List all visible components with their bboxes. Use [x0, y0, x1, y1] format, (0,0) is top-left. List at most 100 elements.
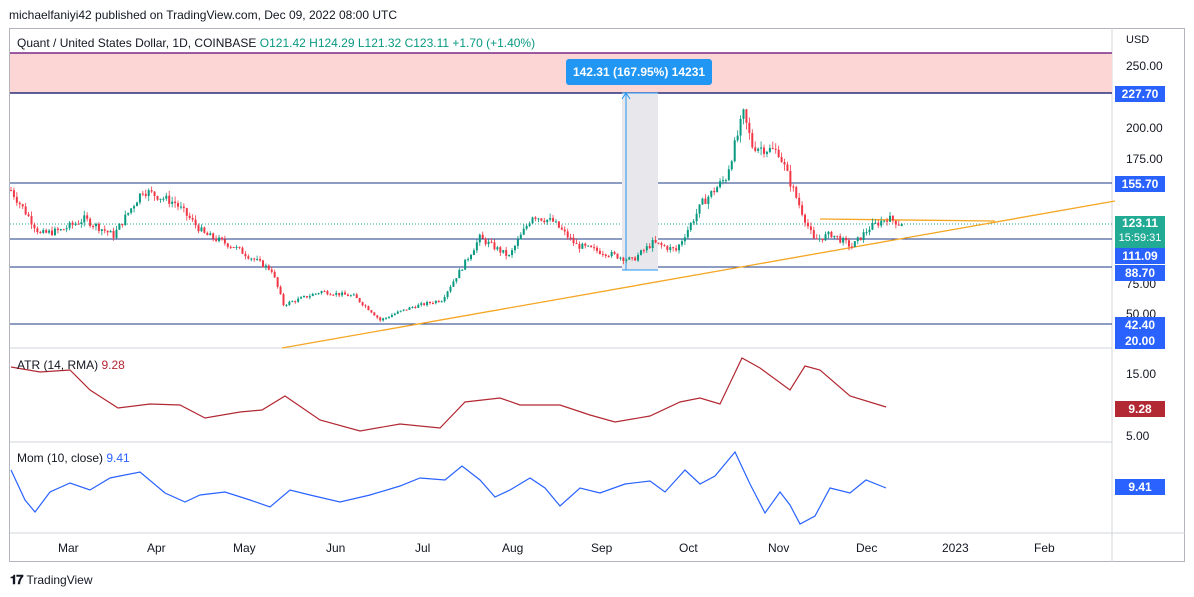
candle-body — [540, 218, 543, 221]
ohlc-values: O121.42 H124.29 L121.32 C123.11 +1.70 (+… — [259, 36, 536, 50]
candle-body — [768, 147, 771, 152]
candle-body — [519, 234, 522, 240]
candle-body — [300, 297, 303, 299]
candle-body — [660, 243, 663, 246]
candle-body — [757, 148, 760, 151]
candle-body — [232, 247, 235, 249]
atr-tick-15: 15.00 — [1126, 367, 1157, 381]
candle-body — [367, 306, 370, 311]
tradingview-logo[interactable]: 𝟏𝟕 TradingView — [10, 572, 93, 588]
candle-body — [133, 206, 136, 209]
atr-legend[interactable]: ATR (14, RMA) 9.28 — [17, 358, 125, 372]
candle-body — [704, 198, 707, 204]
candle-body — [590, 245, 593, 248]
candle-body — [601, 253, 604, 255]
candle-body — [106, 230, 109, 233]
candle-body — [402, 309, 405, 311]
candle-body — [247, 256, 250, 259]
time-label-nov: Nov — [768, 541, 790, 555]
candle-body — [525, 225, 528, 229]
candle-body — [739, 118, 742, 136]
candle-body — [745, 109, 748, 123]
candle-body — [335, 292, 338, 295]
candle-body — [177, 203, 180, 207]
candle-body — [698, 204, 701, 214]
candle-body — [546, 219, 549, 223]
candle-body — [833, 235, 836, 238]
candle-body — [774, 148, 777, 150]
candle-body — [182, 206, 185, 209]
candle-body — [622, 257, 625, 261]
candle-body — [475, 242, 478, 251]
candle-body — [238, 246, 241, 248]
candle-body — [856, 237, 859, 242]
candle-body — [499, 247, 502, 253]
candle-body — [341, 292, 344, 296]
candle-body — [513, 245, 516, 251]
candle-body — [516, 239, 519, 246]
candle-body — [267, 265, 270, 270]
candle-body — [311, 293, 314, 297]
price-tick-260: 260.00 — [1126, 46, 1163, 60]
mom-legend[interactable]: Mom (10, close) 9.41 — [17, 451, 130, 465]
candle-body — [634, 257, 637, 261]
candle-body — [900, 224, 903, 227]
candle-body — [581, 243, 584, 249]
candle-body — [557, 221, 560, 228]
candle-body — [528, 223, 531, 226]
candle-body — [53, 228, 56, 236]
candle-body — [80, 222, 83, 225]
candle-body — [789, 170, 792, 187]
candle-body — [554, 221, 557, 223]
candle-body — [786, 164, 789, 171]
atr-tick-5: 5.00 — [1126, 429, 1150, 443]
candle-body — [194, 219, 197, 226]
candle-body — [36, 228, 39, 233]
candle-body — [464, 259, 467, 270]
mom-label: Mom (10, close) — [17, 451, 104, 465]
symbol-legend[interactable]: Quant / United States Dollar, 1D, COINBA… — [17, 36, 535, 50]
candle-body — [771, 147, 774, 149]
candle-body — [440, 301, 443, 303]
candle-body — [431, 302, 434, 304]
candle-body — [83, 215, 86, 223]
candle-body — [613, 252, 616, 254]
candle-body — [259, 258, 262, 261]
candle-body — [291, 301, 294, 303]
atr-label: ATR (14, RMA) — [17, 358, 99, 372]
candle-body — [458, 270, 461, 279]
candle-body — [385, 317, 388, 319]
candle-body — [74, 223, 77, 225]
candle-body — [716, 187, 719, 193]
candle-body — [795, 187, 798, 198]
price-tick-250: 250.00 — [1126, 59, 1163, 73]
candle-body — [276, 277, 279, 287]
currency-label[interactable]: USD — [1126, 34, 1150, 46]
candle-body — [358, 298, 361, 303]
candle-body — [346, 294, 349, 297]
candle-body — [508, 255, 511, 257]
candle-body — [713, 190, 716, 193]
candle-body — [159, 198, 162, 200]
candle-body — [616, 253, 619, 259]
candle-body — [109, 230, 112, 233]
candle-body — [352, 294, 355, 296]
candle-body — [191, 218, 194, 220]
candle-body — [897, 224, 900, 226]
candle-body — [733, 140, 736, 162]
candle-body — [12, 190, 15, 197]
measure-arrowhead — [621, 92, 631, 100]
candle-body — [683, 237, 686, 242]
time-label-mar: Mar — [58, 541, 79, 555]
candle-body — [420, 303, 423, 305]
candle-body — [361, 302, 364, 306]
level-tag-88: 88.70 — [1115, 265, 1165, 281]
candle-body — [818, 238, 821, 240]
level-tag-155: 155.70 — [1115, 176, 1165, 192]
candle-body — [197, 225, 200, 232]
chart-frame[interactable] — [9, 28, 1185, 562]
candle-body — [842, 237, 845, 243]
brand-name: TradingView — [26, 573, 93, 587]
candle-body — [692, 221, 695, 224]
